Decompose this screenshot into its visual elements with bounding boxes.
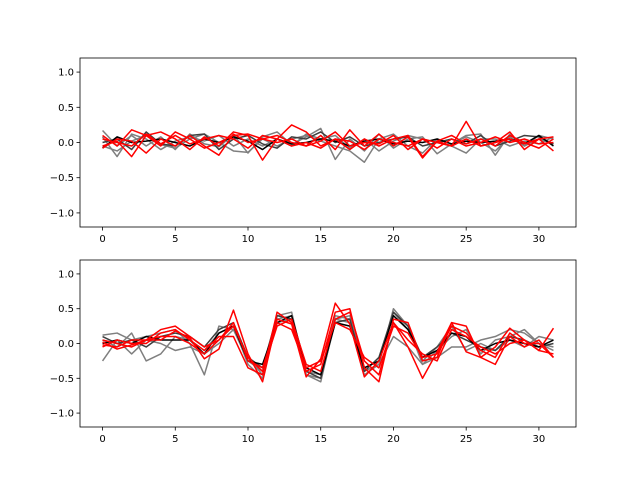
series-line-8 [102, 321, 554, 369]
series-line-7 [102, 311, 554, 376]
x-tick-label: 5 [172, 434, 178, 445]
x-tick-label: 20 [387, 434, 400, 445]
y-tick-label: 0.0 [58, 339, 74, 350]
y-tick-label: 0.0 [58, 138, 74, 149]
series-line-8 [102, 133, 554, 151]
y-tick-label: −0.5 [50, 374, 74, 385]
y-tick-label: 1.0 [58, 269, 74, 280]
y-tick-label: −1.0 [50, 409, 74, 420]
x-tick-label: 15 [314, 234, 327, 245]
y-tick-label: 1.0 [58, 68, 74, 79]
x-tick-label: 5 [172, 234, 178, 245]
series-line-6 [102, 307, 555, 383]
y-tick-label: −1.0 [50, 208, 74, 219]
y-tick-label: 0.5 [58, 103, 74, 114]
series-group [101, 302, 555, 383]
series-line-6 [102, 129, 554, 159]
series-line-7 [102, 131, 554, 156]
x-tick-label: 15 [314, 434, 327, 445]
x-tick-label: 25 [460, 434, 473, 445]
x-tick-label: 30 [533, 434, 546, 445]
x-tick-label: 30 [533, 234, 546, 245]
subplot-bottom: 0 5 10 15 20 25 30 −1.0 −0.5 0.0 0.5 1.0 [50, 259, 577, 445]
x-tick-label: 0 [99, 434, 105, 445]
y-tick-label: 0.5 [58, 304, 74, 315]
subplot-top: 0 5 10 15 20 25 30 −1.0 −0.5 0.0 0.5 1.0 [50, 57, 577, 245]
x-tick-label: 25 [460, 234, 473, 245]
x-tick-label: 20 [387, 234, 400, 245]
y-tick-label: −0.5 [50, 173, 74, 184]
x-tick-label: 0 [99, 234, 105, 245]
x-tick-label: 10 [242, 234, 255, 245]
x-tick-label: 10 [242, 434, 255, 445]
series-group [101, 120, 554, 163]
